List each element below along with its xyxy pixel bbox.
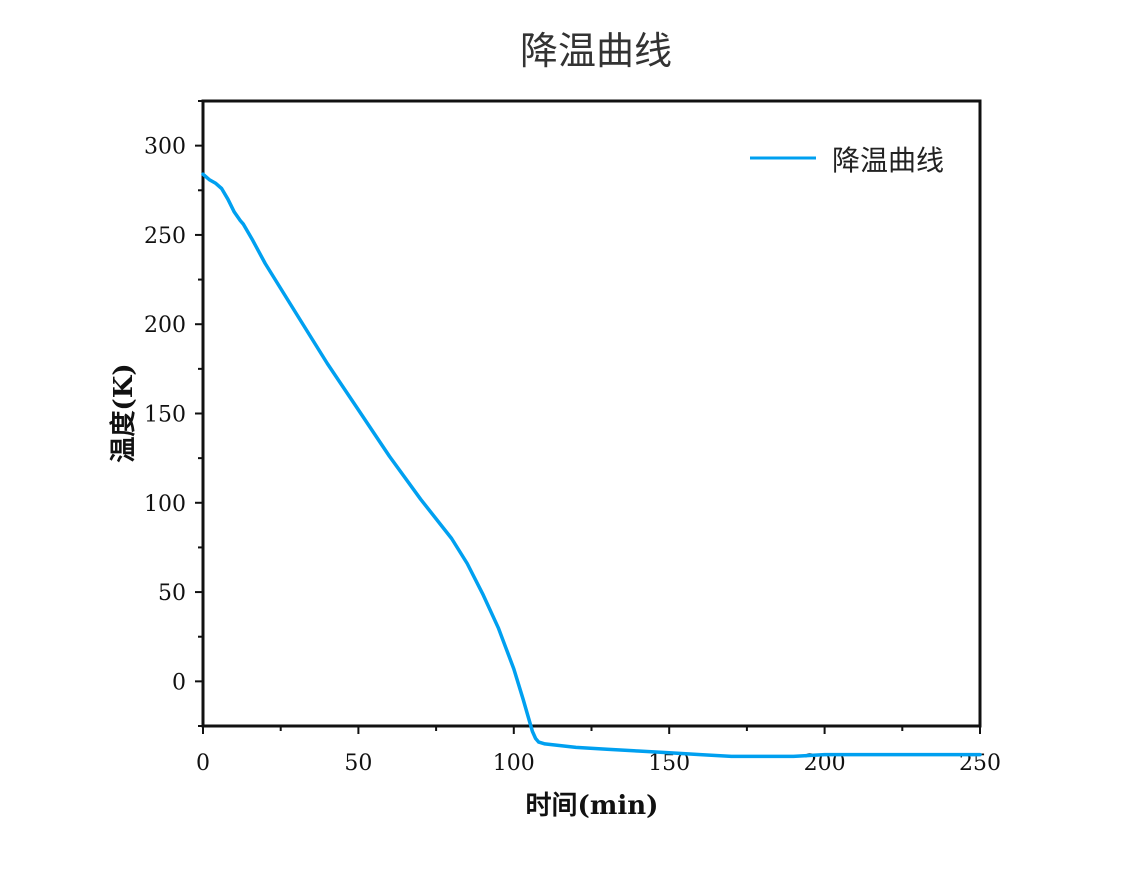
x-tick-label: 0 <box>196 751 210 776</box>
legend: 降温曲线 <box>750 144 944 177</box>
x-tick-label: 100 <box>493 751 535 776</box>
y-tick-label: 200 <box>144 313 186 338</box>
series-line <box>201 172 982 759</box>
y-tick-label: 150 <box>144 403 186 428</box>
x-tick-label: 50 <box>344 751 372 776</box>
x-axis-label: 时间(min) <box>526 791 659 821</box>
chart-title: 降温曲线 <box>520 29 672 73</box>
y-tick-label: 250 <box>144 224 186 249</box>
y-axis-label: 温度(K) <box>108 363 139 462</box>
y-tick-label: 50 <box>158 581 186 606</box>
y-tick-label: 100 <box>144 492 186 517</box>
y-tick-label: 0 <box>172 670 186 695</box>
y-tick-label: 300 <box>144 135 186 160</box>
plot-frame <box>201 99 982 728</box>
legend-label: 降温曲线 <box>832 144 944 177</box>
